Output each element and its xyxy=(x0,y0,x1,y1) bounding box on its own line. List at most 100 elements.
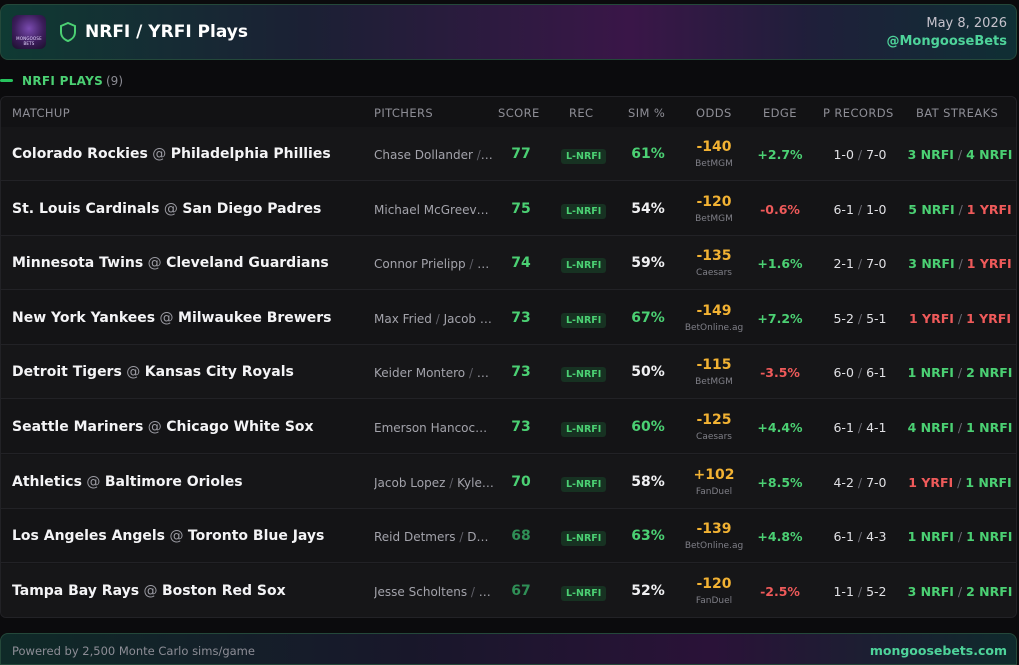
home-pitcher-record: 4-1 xyxy=(866,420,887,435)
sportsbook-name: BetMGM xyxy=(695,377,733,388)
slash-separator: / xyxy=(467,584,479,599)
at-separator: @ xyxy=(121,364,145,381)
table-row[interactable]: Athletics @ Baltimore Orioles Jacob Lopez… xyxy=(1,454,1016,509)
brand-logo[interactable]: MONGOOSE BETS xyxy=(12,15,46,49)
table-row[interactable]: Los Angeles Angels @ Toronto Blue Jays Re… xyxy=(1,509,1016,564)
rec-badge: L-NRFI xyxy=(561,476,607,492)
bat-streaks: 1 NRFI / 2 NRFI xyxy=(907,365,1013,380)
slash-separator: / xyxy=(953,583,967,599)
social-handle-link[interactable]: @MongooseBets xyxy=(886,34,1007,49)
rec-badge: L-NRFI xyxy=(561,149,607,164)
sim-percent: 61% xyxy=(631,146,665,162)
matchup[interactable]: New York Yankees @ Milwaukee Brewers xyxy=(12,310,331,326)
home-team: San Diego Padres xyxy=(182,200,322,217)
slash-separator: / xyxy=(953,474,966,490)
matchup[interactable]: Athletics @ Baltimore Orioles xyxy=(12,474,243,490)
away-pitcher-record: 6-1 xyxy=(833,201,854,217)
away-bat-streak: 1 YRFI xyxy=(908,310,954,326)
home-pitcher-record: 7-0 xyxy=(866,256,887,272)
home-team: Baltimore Orioles xyxy=(104,473,243,490)
slash-separator: / xyxy=(853,310,867,326)
matchup[interactable]: Los Angeles Angels @ Toronto Blue Jays xyxy=(12,528,324,544)
slash-separator: / xyxy=(953,420,967,435)
footer-bar: Powered by 2,500 Monte Carlo sims/game m… xyxy=(0,633,1017,665)
slash-separator: / xyxy=(853,201,867,217)
home-pitcher: Dyl… xyxy=(467,530,494,545)
sim-percent: 63% xyxy=(631,528,665,545)
col-header-precords[interactable]: P RECORDS xyxy=(823,106,894,120)
home-team: Cleveland Guardians xyxy=(166,255,329,272)
away-team: Seattle Mariners xyxy=(12,419,144,435)
away-pitcher: Keider Montero xyxy=(374,366,466,381)
home-team: Chicago White Sox xyxy=(166,419,314,435)
away-pitcher: Chase Dollander xyxy=(374,148,473,162)
slash-separator: / xyxy=(472,148,485,162)
edge-value: -2.5% xyxy=(760,583,800,599)
col-header-odds[interactable]: ODDS xyxy=(696,106,732,120)
col-header-matchup[interactable]: MATCHUP xyxy=(12,106,71,120)
away-team: Tampa Bay Rays xyxy=(12,582,140,599)
score-value: 75 xyxy=(511,200,531,217)
edge-value: -0.6% xyxy=(760,201,800,217)
odds-value: -125 xyxy=(696,412,732,428)
home-pitcher-record: 7-0 xyxy=(866,147,887,162)
sportsbook-name: BetOnline.ag xyxy=(684,322,744,333)
table-row[interactable]: New York Yankees @ Milwaukee Brewers Max … xyxy=(1,291,1016,345)
table-row[interactable]: Tampa Bay Rays @ Boston Red Sox Jesse Sch… xyxy=(1,563,1016,617)
at-separator: @ xyxy=(139,582,162,599)
pitcher-records: 6-0 / 6-1 xyxy=(819,365,901,380)
table-row[interactable]: St. Louis Cardinals @ San Diego Padres Mi… xyxy=(1,182,1016,236)
slash-separator: / xyxy=(465,257,478,272)
home-pitcher-record: 7-0 xyxy=(866,474,887,490)
table-row[interactable]: Detroit Tigers @ Kansas City Royals Keide… xyxy=(1,345,1016,400)
pitcher-records: 5-2 / 5-1 xyxy=(819,311,901,326)
matchup[interactable]: Detroit Tigers @ Kansas City Royals xyxy=(12,364,294,380)
home-bat-streak: 1 YRFI xyxy=(966,310,1011,326)
away-pitcher: Connor Prielipp xyxy=(374,257,466,272)
table-row[interactable]: Minnesota Twins @ Cleveland Guardians Con… xyxy=(1,236,1016,291)
away-team: Athletics xyxy=(12,473,82,490)
slash-separator: / xyxy=(853,420,867,435)
table-row[interactable]: Seattle Mariners @ Chicago White Sox Emer… xyxy=(1,400,1016,454)
away-pitcher-record: 2-1 xyxy=(833,256,854,272)
matchup[interactable]: Tampa Bay Rays @ Boston Red Sox xyxy=(12,583,286,599)
col-header-score[interactable]: SCORE xyxy=(498,106,540,120)
rec-badge: L-NRFI xyxy=(561,367,607,383)
table-row[interactable]: Colorado Rockies @ Philadelphia Phillies… xyxy=(1,127,1016,181)
header-bar: MONGOOSE BETS NRFI / YRFI Plays May 8, 2… xyxy=(0,4,1017,60)
away-bat-streak: 1 YRFI xyxy=(908,474,954,490)
pitcher-records: 6-1 / 4-3 xyxy=(819,529,901,544)
slash-separator: / xyxy=(853,147,867,162)
away-pitcher-record: 6-0 xyxy=(833,365,854,381)
slash-separator: / xyxy=(853,365,867,381)
away-team: Los Angeles Angels xyxy=(12,528,166,545)
col-header-sim[interactable]: SIM % xyxy=(628,106,666,120)
slash-separator: / xyxy=(953,147,967,162)
edge-value: +8.5% xyxy=(757,474,803,490)
sportsbook-name: BetMGM xyxy=(695,159,733,169)
col-header-batstreaks[interactable]: BAT STREAKS xyxy=(916,106,999,120)
rec-badge: L-NRFI xyxy=(561,585,607,601)
away-team: St. Louis Cardinals xyxy=(12,200,160,217)
matchup[interactable]: St. Louis Cardinals @ San Diego Padres xyxy=(12,201,321,217)
footer-site-link[interactable]: mongoosebets.com xyxy=(869,643,1007,658)
matchup[interactable]: Seattle Mariners @ Chicago White Sox xyxy=(12,419,314,435)
matchup[interactable]: Colorado Rockies @ Philadelphia Phillies xyxy=(12,146,331,162)
sim-percent: 52% xyxy=(631,582,665,599)
matchup[interactable]: Minnesota Twins @ Cleveland Guardians xyxy=(12,255,329,271)
slash-separator: / xyxy=(455,530,468,545)
slash-separator: / xyxy=(445,475,458,490)
away-pitcher: Max Fried xyxy=(374,311,432,326)
score-value: 74 xyxy=(511,255,531,272)
away-bat-streak: 3 NRFI xyxy=(908,256,955,272)
pitchers: Max Fried / Jacob … xyxy=(374,312,492,326)
col-header-edge[interactable]: EDGE xyxy=(763,106,797,120)
section-label: NRFI PLAYS xyxy=(22,74,104,88)
sportsbook-name: Caesars xyxy=(696,268,732,279)
pitchers: Jesse Scholtens / … xyxy=(374,585,491,599)
pitcher-records: 6-1 / 1-0 xyxy=(819,202,901,217)
away-pitcher-record: 4-2 xyxy=(833,474,854,490)
col-header-pitchers[interactable]: PITCHERS xyxy=(374,106,434,120)
home-bat-streak: 2 NRFI xyxy=(966,365,1013,381)
col-header-rec[interactable]: REC xyxy=(569,106,594,120)
